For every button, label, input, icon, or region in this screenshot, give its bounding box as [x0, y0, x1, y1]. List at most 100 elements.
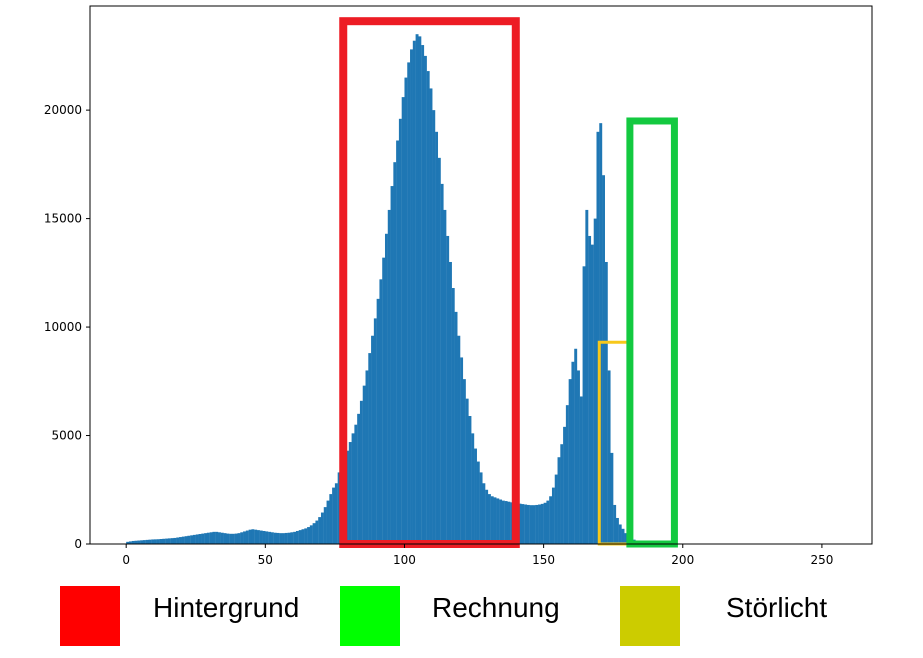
- histogram-bar: [476, 461, 480, 544]
- x-tick-label: 200: [671, 553, 694, 567]
- histogram-bar: [154, 539, 157, 544]
- histogram-bar: [615, 517, 619, 544]
- y-tick-label: 5000: [51, 429, 82, 443]
- histogram-bar: [526, 504, 530, 544]
- histogram-bar: [259, 530, 263, 544]
- histogram-bar: [315, 520, 319, 544]
- x-tick-label: 250: [810, 553, 833, 567]
- y-axis: 0 5000 10000 15000 20000: [44, 103, 90, 551]
- histogram-bar: [618, 524, 622, 544]
- histogram-bar: [218, 532, 221, 544]
- histogram-bar: [404, 77, 408, 544]
- histogram-bar: [435, 131, 439, 544]
- histogram-bar: [465, 398, 469, 544]
- histogram-bar: [412, 40, 416, 545]
- histogram-bar: [151, 539, 155, 544]
- histogram-bar: [148, 539, 152, 544]
- histogram-bar: [387, 209, 391, 545]
- histogram-bar: [190, 535, 194, 544]
- histogram-bar: [443, 209, 447, 545]
- histogram-bar: [254, 529, 258, 544]
- histogram-bar: [379, 279, 383, 544]
- histogram-bar: [454, 311, 458, 544]
- histogram-bar: [407, 62, 411, 545]
- histogram-bar: [334, 483, 338, 544]
- histogram-bar: [393, 162, 397, 544]
- histogram-bar: [145, 539, 149, 544]
- histogram-bar: [237, 533, 241, 544]
- legend-item-stray-light: [620, 586, 680, 646]
- histogram-bar: [568, 379, 572, 544]
- histogram-bar: [563, 426, 567, 544]
- histogram-bar: [410, 49, 413, 544]
- plot-frame: [89, 5, 873, 545]
- histogram-bar: [451, 288, 455, 544]
- histogram-bar: [220, 532, 224, 544]
- histogram-bar: [574, 348, 578, 544]
- histogram-bar: [251, 529, 255, 544]
- histogram-bar: [128, 541, 132, 544]
- histogram-bar: [607, 370, 611, 544]
- y-tick-label: 0: [74, 537, 82, 551]
- histogram-bar: [384, 233, 388, 544]
- histogram-bar: [187, 535, 191, 544]
- histogram-bar: [599, 123, 603, 545]
- histogram-bar: [479, 472, 483, 544]
- histogram-bar: [198, 534, 202, 544]
- histogram-bar: [318, 517, 322, 544]
- histogram-bar: [462, 379, 466, 544]
- histogram-bar: [518, 503, 522, 544]
- histogram-bar: [373, 318, 377, 544]
- histogram-bar: [585, 209, 589, 545]
- histogram-bar: [390, 186, 394, 544]
- histogram-bar: [602, 175, 605, 544]
- histogram-bar: [262, 530, 266, 544]
- histogram-bar: [551, 487, 555, 544]
- histogram-bar: [496, 498, 500, 544]
- histogram-bar: [298, 530, 302, 544]
- histogram-bar: [201, 533, 205, 544]
- histogram-bar: [159, 539, 163, 544]
- histogram-bar: [304, 528, 308, 544]
- histogram-bar: [557, 457, 561, 544]
- histogram-bar: [332, 487, 336, 544]
- histogram-bar: [312, 523, 316, 544]
- histogram-bar: [579, 396, 583, 544]
- histogram-bar: [510, 502, 514, 544]
- histogram-bar: [446, 235, 450, 544]
- histogram-bar: [543, 502, 547, 544]
- histogram-bar: [582, 266, 586, 544]
- histogram-bar: [521, 504, 525, 544]
- legend-swatch-stray-light: [620, 586, 680, 646]
- histogram-bar: [195, 534, 199, 544]
- histogram-bar: [487, 494, 491, 544]
- histogram-bar: [209, 532, 213, 544]
- histogram-bar: [501, 500, 505, 544]
- histogram-bars: [126, 34, 683, 545]
- histogram-bar: [134, 540, 138, 544]
- histogram-bar: [560, 444, 564, 544]
- histogram-bar: [499, 499, 503, 544]
- histogram-bar: [535, 504, 539, 544]
- histogram-bar: [368, 353, 372, 544]
- histogram-bar: [371, 335, 374, 544]
- histogram-bar: [604, 261, 608, 544]
- histogram-bar: [337, 472, 341, 544]
- histogram-bar: [624, 533, 628, 544]
- legend-label-stray-light: Störlicht: [726, 592, 828, 623]
- histogram-bar: [181, 536, 185, 544]
- histogram-bar: [490, 496, 494, 544]
- histogram-bar: [474, 448, 477, 544]
- y-tick-label: 15000: [44, 212, 82, 226]
- histogram-bar: [229, 533, 233, 544]
- histogram-bar: [571, 361, 575, 544]
- histogram-bar: [596, 131, 600, 544]
- legend-label-background: Hintergrund: [153, 592, 300, 623]
- histogram-bar: [538, 504, 541, 544]
- histogram-bar: [273, 532, 277, 544]
- histogram-bar: [440, 183, 444, 544]
- histogram-bar: [396, 140, 400, 544]
- histogram-bar: [432, 110, 436, 544]
- histogram-bar: [179, 537, 182, 544]
- histogram-bar: [532, 505, 536, 544]
